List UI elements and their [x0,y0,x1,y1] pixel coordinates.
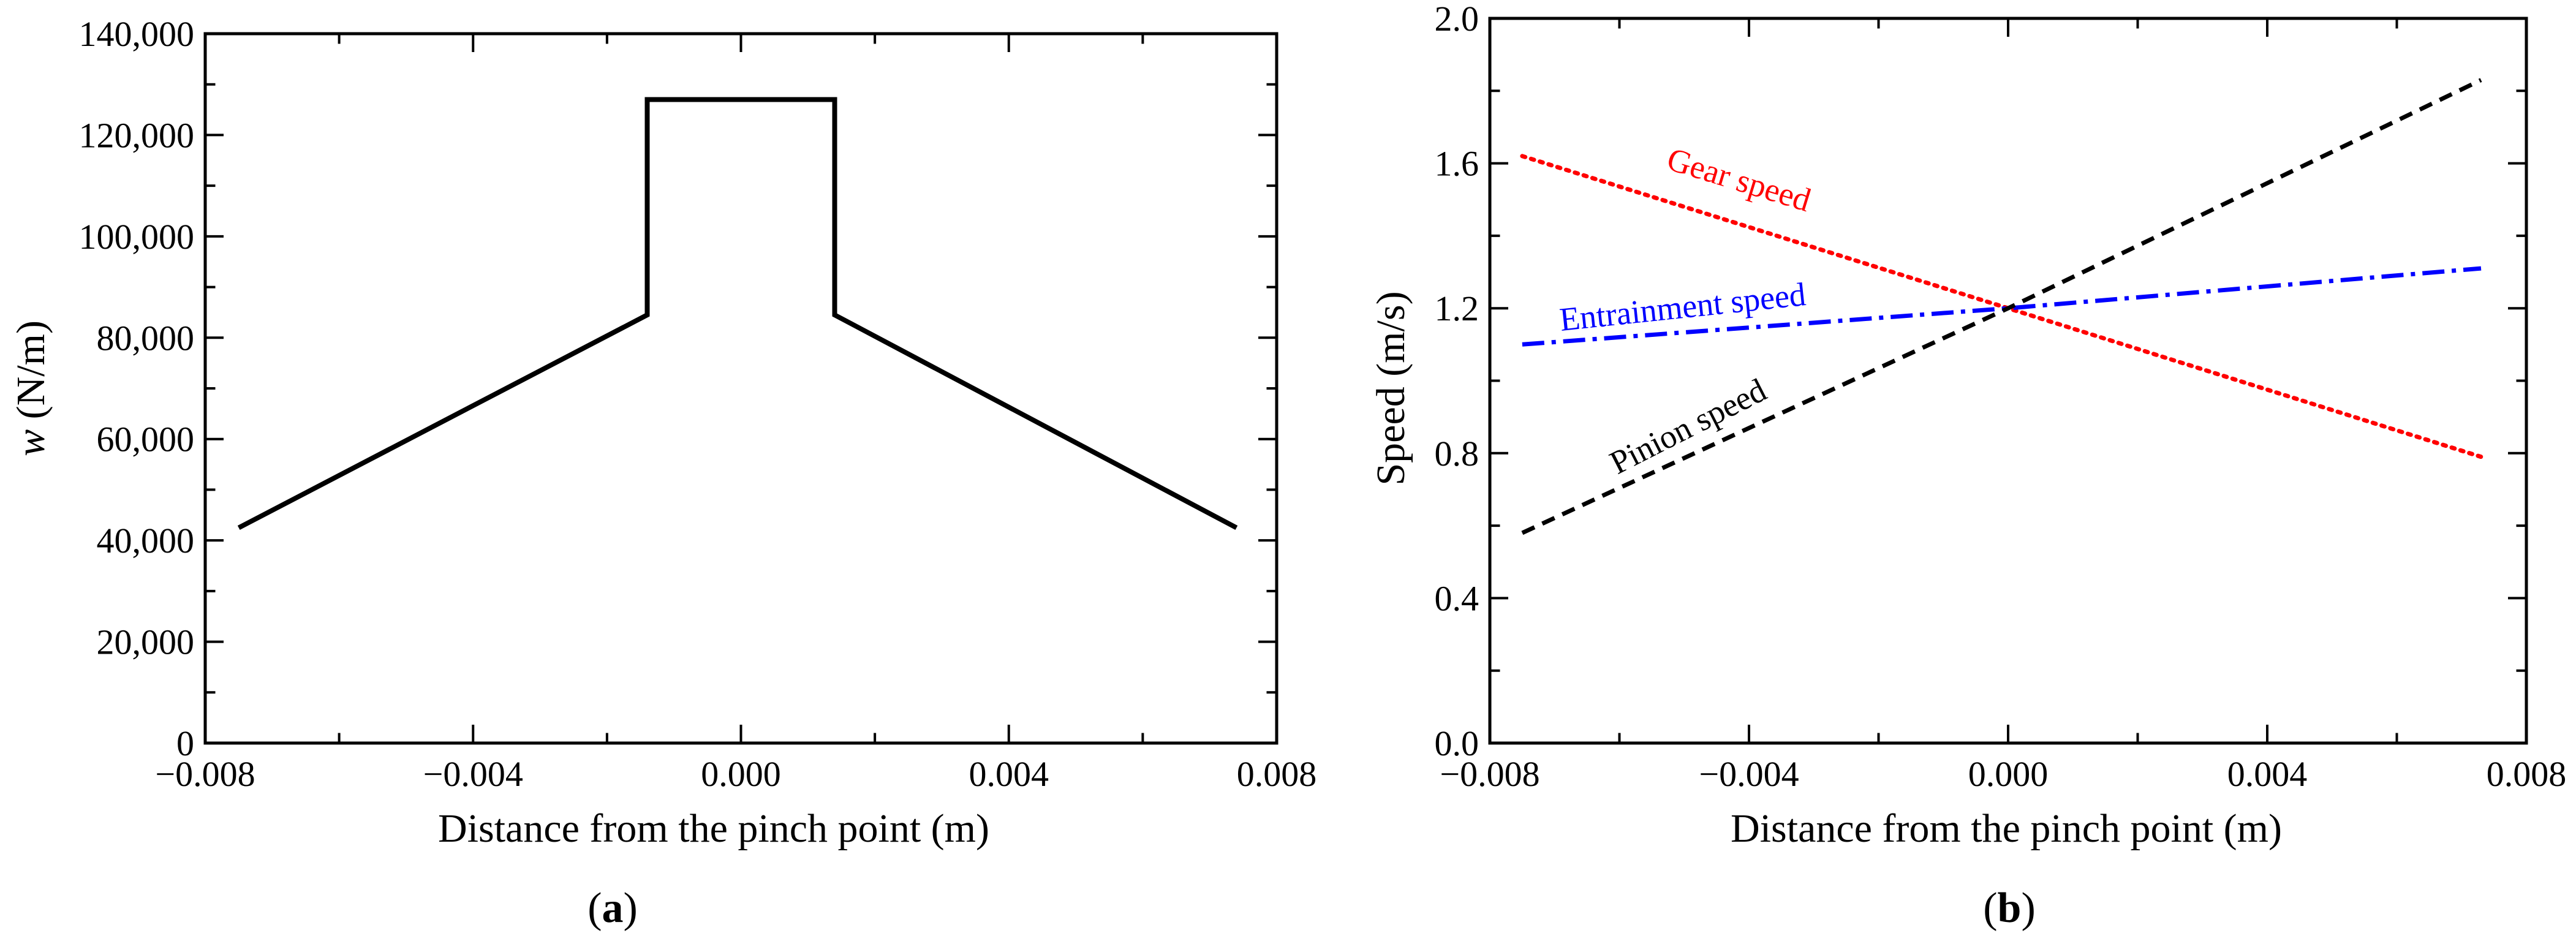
panel-a-caption: (a) [587,885,638,932]
panel-b-y-tick-label: 1.6 [1435,144,1479,184]
panel-b-plot-frame [1488,17,2528,745]
panel-a-x-tick-label: 0.008 [1237,754,1317,794]
panel-b-y-tick-label: 0.0 [1435,723,1479,763]
panel-a-y-tick-label: 40,000 [97,521,195,561]
panel-a-series-line-1 [237,97,1238,531]
panel-b-y-axis-title: Speed (m/s) [1369,291,1413,485]
panel-a-x-axis-title: Distance from the pinch point (m) [438,806,989,851]
panel-a-y-axis-title-unit: (N/m) [9,320,53,429]
panel-a-x-tick-label: 0.004 [969,754,1049,794]
panel-a-series [237,97,1238,531]
panel-b-caption-letter: b [1998,885,2022,932]
panel-a-x-tick-label: −0.004 [423,754,523,794]
panel-b-y-tick-label: 1.2 [1435,289,1479,328]
panel-a-plot-frame [203,32,1279,745]
panel-b-x-axis-title: Distance from the pinch point (m) [1731,806,2282,851]
panel-b-x-tick-label: −0.008 [1440,754,1539,794]
panel-b-ticks: −0.008 −0.004 0.000 0.004 0.008 0.0 0.4 0.8 1.2 1… [1435,0,2567,794]
panel-a-x-tick-label: 0.000 [701,754,781,794]
panel-b-x-tick-label: 0.000 [1968,754,2049,794]
panel-a-x-tick-label: −0.008 [155,754,255,794]
panel-b-series [1520,78,2483,535]
pinion-speed-label: Pinion speed [1604,371,1772,481]
panel-a-y-tick-label: 0 [176,723,194,763]
panel-a-y-tick-label: 20,000 [97,622,195,662]
entrainment-speed-label: Entrainment speed [1558,276,1807,338]
gear-speed-label: Gear speed [1663,140,1815,219]
panel-a-y-tick-label: 80,000 [97,318,195,358]
panel-a-y-tick-label: 60,000 [97,420,195,459]
panel-a-y-axis-title: w (N/m) [9,320,53,456]
panel-b-x-tick-label: 0.008 [2487,754,2567,794]
panel-b-x-tick-label: 0.004 [2227,754,2308,794]
panel-b-caption: (b) [1983,885,2036,932]
panel-a-y-axis-title-variable: w [9,429,53,456]
panel-b-y-tick-label: 0.8 [1435,434,1479,474]
panel-b-y-tick-label: 0.4 [1435,578,1479,618]
panel-b-chart: −0.008 −0.004 0.000 0.004 0.008 0.0 0.4 0.8 1.2 1… [1369,0,2566,932]
panel-a-y-tick-label: 140,000 [79,14,195,54]
panel-b-series-line-3 [1521,78,2482,535]
panel-a-y-tick-label: 120,000 [79,115,195,155]
panel-b-x-tick-label: −0.004 [1699,754,1799,794]
panel-a-ticks: −0.008 −0.004 0.000 0.004 0.008 0 20,000 40,000… [79,14,1317,794]
panel-b-y-tick-label: 2.0 [1435,0,1479,39]
panel-a-caption-letter: a [602,885,624,932]
panel-a-y-tick-label: 100,000 [79,217,195,257]
panel-a-chart: −0.008 −0.004 0.000 0.004 0.008 0 20,000 40,000… [9,14,1316,932]
